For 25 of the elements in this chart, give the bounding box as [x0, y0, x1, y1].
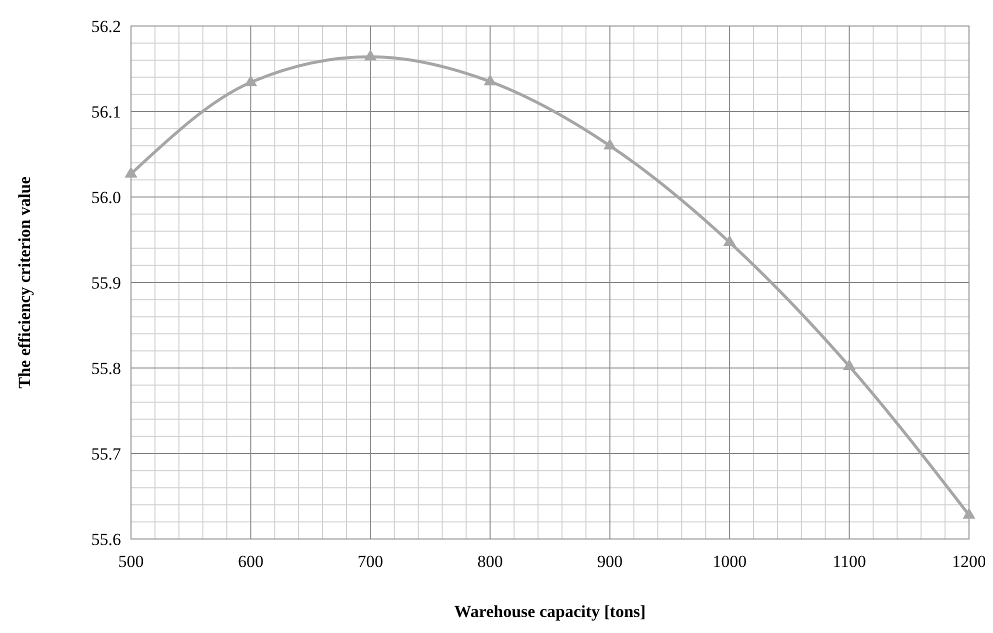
- y-tick-label: 56.2: [91, 17, 121, 36]
- y-axis-title: The efficiency criterion value: [15, 176, 34, 388]
- point: [124, 166, 138, 178]
- point: [484, 74, 496, 86]
- y-tick-label: 56.1: [91, 102, 121, 122]
- x-tick-label: 700: [358, 552, 384, 571]
- x-tick-label: 500: [118, 552, 144, 571]
- point: [364, 49, 377, 60]
- y-tick-label: 55.9: [91, 274, 121, 292]
- x-tick-label: 1200: [952, 552, 986, 571]
- x-tick-label: 900: [597, 552, 623, 571]
- point: [723, 234, 736, 246]
- point: [842, 358, 856, 370]
- y-tick-label: 56.0: [91, 188, 121, 207]
- x-tick-label: 1100: [832, 552, 866, 571]
- x-tick-label: 600: [238, 552, 264, 571]
- x-tick-label: 800: [477, 552, 503, 571]
- y-tick-label: 55.7: [91, 444, 122, 464]
- y-tick-label: 55.6: [91, 530, 121, 549]
- y-tick-label: 55.8: [91, 359, 121, 378]
- point: [604, 138, 616, 150]
- point: [962, 508, 976, 519]
- point: [244, 75, 258, 86]
- x-tick-label: 1000: [712, 552, 747, 571]
- x-axis-title: Warehouse capacity [tons]: [454, 602, 646, 621]
